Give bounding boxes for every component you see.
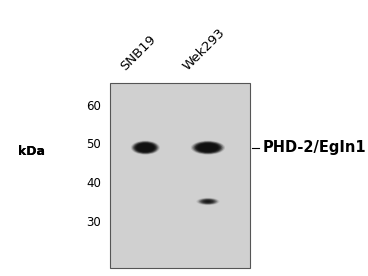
Ellipse shape [195,142,221,153]
Ellipse shape [139,144,152,151]
Ellipse shape [206,147,209,148]
Ellipse shape [206,201,209,202]
Text: SNB19: SNB19 [118,33,158,73]
Ellipse shape [194,142,222,154]
Ellipse shape [199,199,217,204]
Ellipse shape [203,145,213,150]
Ellipse shape [204,146,212,149]
Ellipse shape [205,201,210,202]
Text: kDa: kDa [18,145,45,158]
Ellipse shape [197,143,219,152]
Ellipse shape [137,143,154,152]
Ellipse shape [140,145,151,150]
Ellipse shape [196,198,219,205]
Bar [110,83,250,268]
Ellipse shape [202,199,214,203]
Text: 50: 50 [86,138,101,152]
Ellipse shape [143,147,148,149]
Ellipse shape [204,200,212,203]
Text: Wek293: Wek293 [180,26,227,73]
Ellipse shape [131,140,160,155]
Ellipse shape [135,143,155,153]
Text: kDa: kDa [18,145,45,158]
Ellipse shape [138,144,153,152]
Text: 60: 60 [86,100,101,113]
Ellipse shape [203,200,213,203]
Ellipse shape [205,147,210,149]
Ellipse shape [199,144,217,152]
Ellipse shape [141,145,150,150]
Text: 30: 30 [86,216,101,229]
Text: PHD-2/EgIn1: PHD-2/EgIn1 [263,140,367,155]
Ellipse shape [133,142,158,154]
Ellipse shape [142,146,149,149]
Ellipse shape [196,143,220,153]
Ellipse shape [144,147,146,148]
Ellipse shape [132,141,159,154]
Ellipse shape [200,199,216,204]
Ellipse shape [201,145,215,150]
Text: 40: 40 [86,177,101,190]
Ellipse shape [198,198,218,205]
Ellipse shape [191,140,225,155]
Ellipse shape [192,141,224,154]
Ellipse shape [200,144,216,151]
Ellipse shape [134,142,156,153]
